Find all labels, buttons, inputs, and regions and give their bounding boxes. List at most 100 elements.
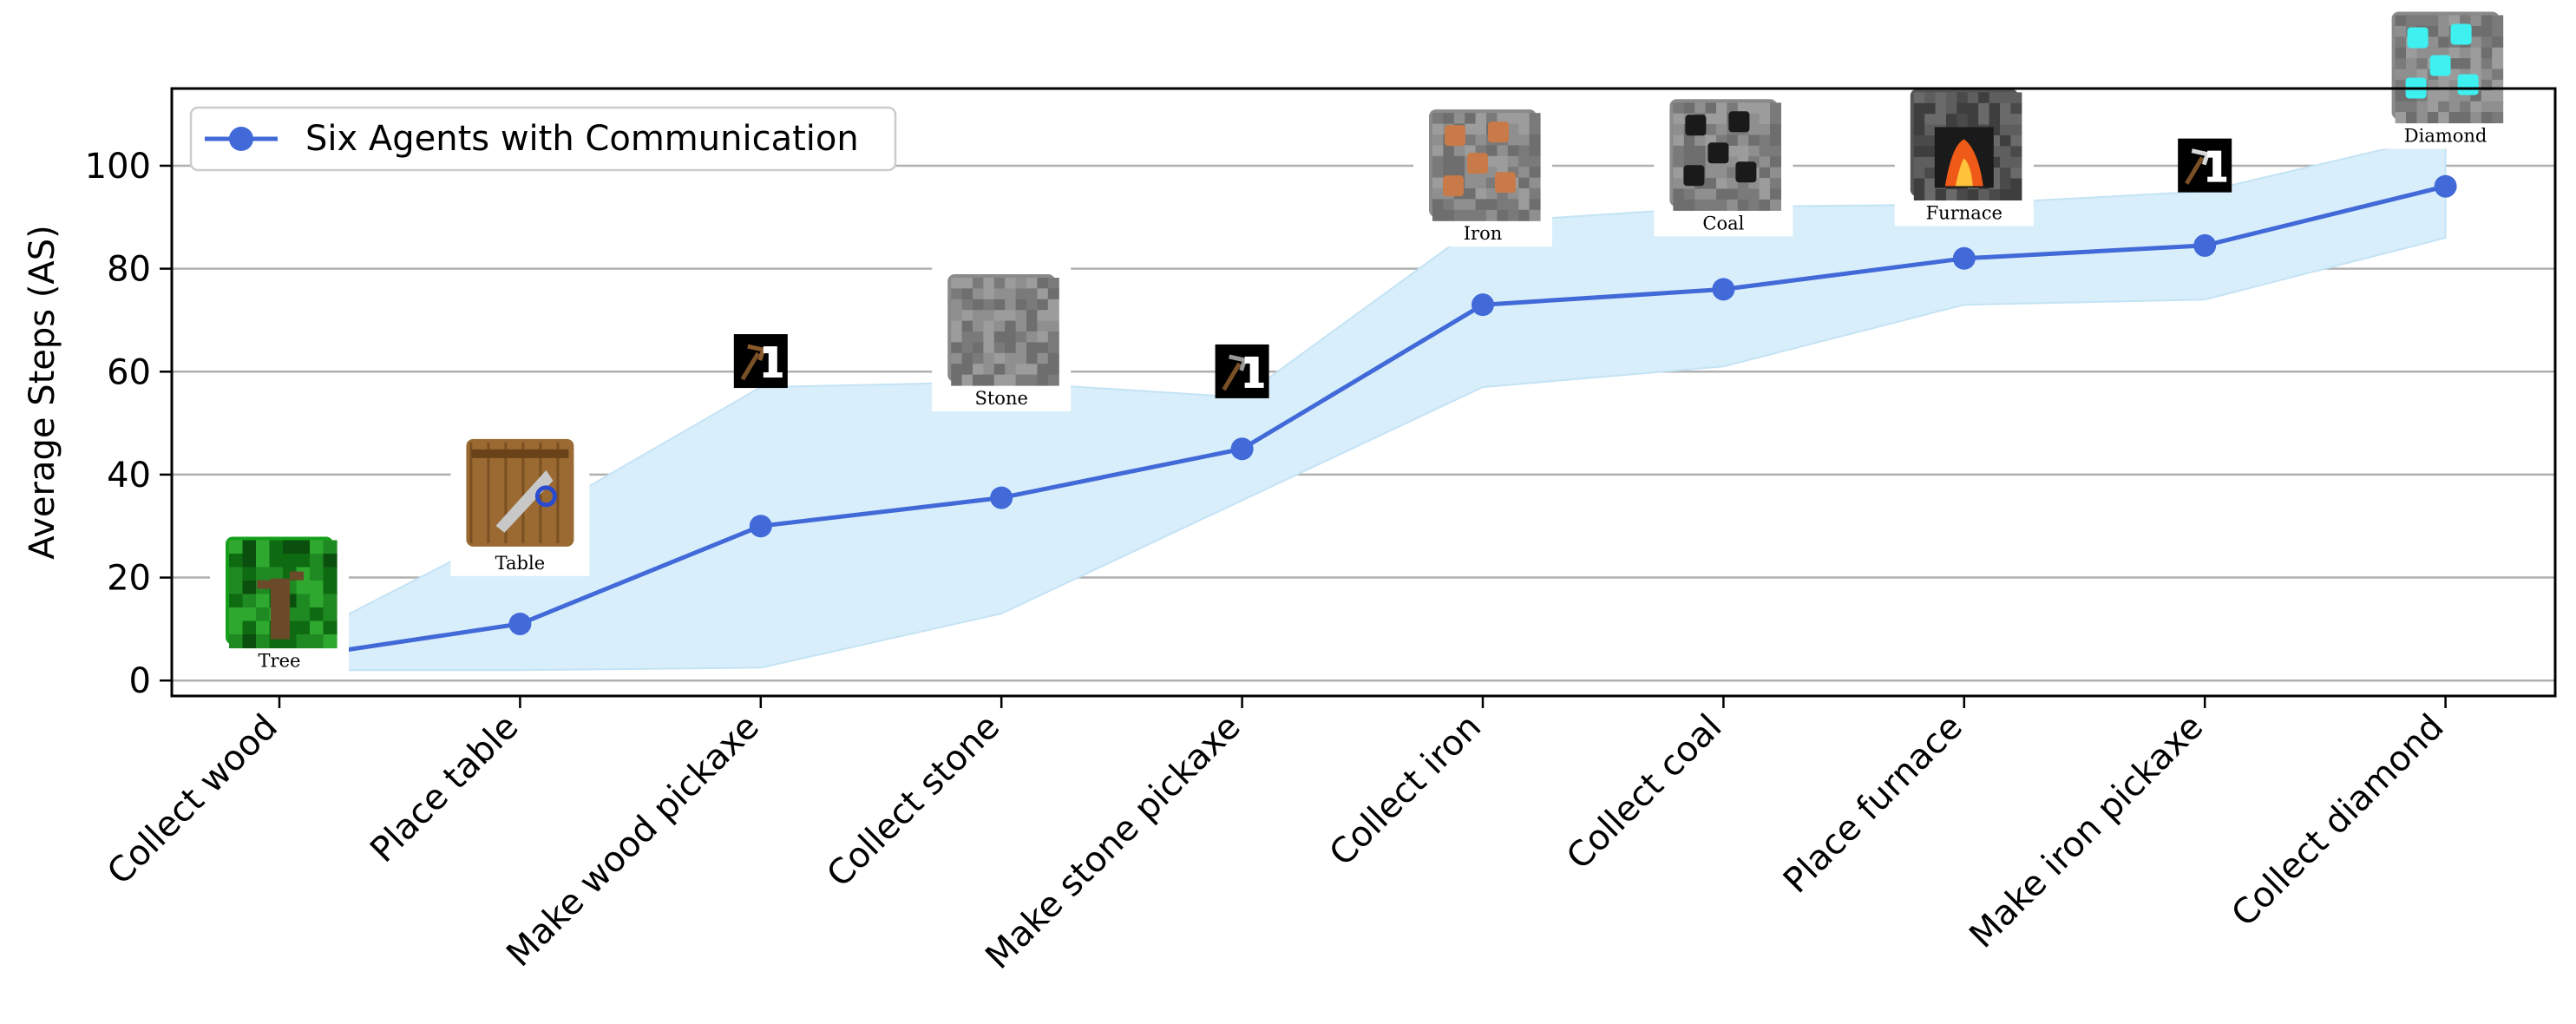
pixel — [1748, 199, 1760, 211]
pixel — [2481, 90, 2493, 102]
pixel — [973, 331, 984, 343]
pixel — [983, 310, 995, 322]
pixel — [323, 554, 338, 568]
pixel — [2470, 112, 2482, 124]
pixel — [2460, 58, 2471, 70]
pixel — [2416, 112, 2429, 124]
count-one-base — [2207, 176, 2227, 182]
pixel — [983, 342, 995, 354]
pixel — [1497, 209, 1509, 221]
pixel — [2395, 69, 2407, 81]
pixel — [983, 352, 995, 364]
pixel — [2470, 101, 2482, 113]
legend-box — [189, 106, 897, 172]
pixel — [1759, 156, 1771, 168]
pixel — [961, 374, 973, 386]
diamond-ore-icon: Diamond — [2376, 3, 2515, 149]
y-tick-label: 80 — [107, 250, 151, 290]
pixel — [1037, 374, 1049, 386]
pixel — [242, 540, 257, 555]
pixel — [1486, 188, 1498, 200]
ore-spot — [2457, 74, 2479, 95]
pixel — [2492, 36, 2504, 49]
pixel — [993, 352, 1006, 364]
pixel — [2000, 135, 2011, 147]
pixel — [2448, 69, 2461, 81]
pixel — [951, 374, 963, 386]
plot-frame — [170, 87, 2557, 698]
pixel — [1475, 209, 1487, 221]
pixel — [1507, 145, 1519, 157]
count-one-flag — [2207, 150, 2215, 158]
pixel — [1770, 188, 1781, 200]
wood-grain — [487, 442, 490, 543]
pixel — [1989, 102, 2001, 115]
pixel — [1518, 155, 1531, 167]
pixel — [310, 620, 324, 635]
pixel — [229, 567, 244, 581]
pixel — [1529, 209, 1541, 221]
pixel — [2416, 47, 2429, 59]
pixel — [1443, 167, 1455, 179]
pixel — [1957, 102, 1969, 115]
pixel — [1037, 310, 1049, 322]
pixel — [1005, 352, 1017, 364]
pixel — [973, 278, 984, 289]
x-tick-label: Collect wood — [100, 707, 285, 893]
pixel — [1026, 374, 1038, 386]
count-one-base — [763, 372, 783, 378]
pixel — [1989, 92, 2001, 104]
pixel — [1727, 156, 1739, 168]
pixel — [2406, 15, 2417, 27]
stone-icon: Stone — [932, 266, 1072, 411]
pixel — [242, 634, 257, 649]
pixel — [1047, 310, 1059, 322]
pixel — [1759, 199, 1771, 211]
legend-marker-dot — [229, 127, 253, 151]
pixel — [1453, 113, 1465, 125]
pixel — [1507, 113, 1519, 125]
pixel — [951, 331, 963, 343]
pixel — [1015, 331, 1027, 343]
pixel — [296, 554, 311, 568]
ore-spot — [1488, 121, 1509, 143]
pixel — [1935, 102, 1947, 115]
pixel — [1005, 288, 1017, 300]
pixel — [1759, 113, 1771, 125]
pixel — [2010, 189, 2022, 200]
pixel — [1037, 331, 1049, 343]
tree-icon: Tree — [210, 528, 349, 674]
pixel — [2395, 36, 2407, 49]
pixel — [229, 554, 244, 568]
pixel — [1015, 364, 1027, 376]
pixel — [1913, 124, 1925, 136]
pixel — [1005, 331, 1017, 343]
pixel — [2000, 92, 2011, 104]
pixel — [1694, 199, 1707, 211]
pixel — [1913, 146, 1925, 158]
pixel — [1453, 199, 1465, 211]
pixel — [2000, 114, 2011, 126]
pixel — [1432, 135, 1444, 146]
pixel — [1946, 92, 1957, 104]
pixel — [1465, 188, 1477, 200]
pixel — [1443, 209, 1455, 221]
pixel — [2481, 36, 2493, 49]
pixel — [1432, 145, 1444, 157]
pixel — [951, 299, 963, 311]
pixel — [1005, 310, 1017, 322]
pixel — [993, 320, 1006, 332]
pixel — [1047, 364, 1059, 376]
pixel — [1737, 145, 1749, 157]
pixel — [1486, 199, 1498, 211]
pixel — [1497, 113, 1509, 125]
pixel — [1727, 167, 1739, 179]
pixel — [2395, 15, 2407, 27]
x-tick-label: Collect stone — [819, 707, 1007, 896]
pixel — [310, 634, 324, 649]
pixel — [1453, 145, 1465, 157]
ore-spot — [1467, 153, 1488, 174]
y-tick-label: 40 — [107, 456, 151, 496]
table-top — [471, 449, 569, 458]
pixel — [2492, 69, 2504, 81]
